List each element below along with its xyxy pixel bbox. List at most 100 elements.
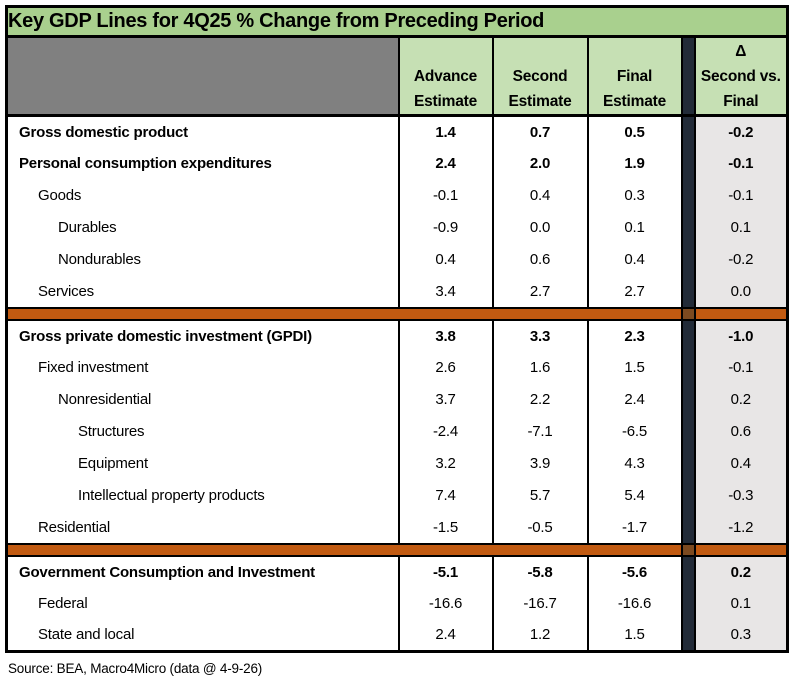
value-cell: -0.9 (397, 211, 494, 244)
value-cell: 1.6 (491, 351, 589, 384)
delta-cell: -0.1 (693, 147, 788, 180)
divider-bar (694, 542, 788, 557)
separator-column-header (680, 35, 696, 117)
row-label: Federal (6, 587, 400, 620)
column-header-delta: Δ Second vs. Final (693, 35, 789, 117)
row-label: Fixed investment (6, 351, 400, 384)
table-row: Intellectual property products 7.4 5.7 5.4-… (6, 479, 788, 512)
separator-column (680, 511, 696, 544)
value-cell: 2.4 (397, 147, 494, 180)
delta-icon: Δ (735, 42, 747, 60)
column-header-line: Estimate (602, 93, 666, 110)
separator-column (680, 115, 696, 148)
value-cell: -1.5 (397, 511, 494, 544)
value-cell: 2.2 (491, 383, 589, 416)
value-cell: 0.6 (491, 243, 589, 276)
table-row: Nondurables 0.4 0.6 0.4 -0.2 (6, 243, 788, 276)
value-cell: -5.8 (491, 555, 589, 588)
table-row: Durables -0.9 0.0 0.1 0.1 (6, 211, 788, 244)
separator-column (680, 179, 696, 212)
delta-cell: 0.2 (693, 383, 788, 416)
value-cell: 2.7 (586, 275, 683, 308)
row-label: Goods (6, 179, 400, 212)
separator-column (680, 211, 696, 244)
table-title: Key GDP Lines for 4Q25 % Change from Pre… (6, 6, 788, 38)
row-label: State and local (6, 619, 400, 652)
row-label: Government Consumption and Investment (6, 555, 400, 588)
row-label: Intellectual property products (6, 479, 400, 512)
value-cell: 0.4 (491, 179, 589, 212)
table-row: Federal -16.6 -16.7 -16.6 0.1 (6, 587, 788, 620)
section-divider (6, 306, 788, 321)
column-header-line: Second vs. (700, 67, 781, 85)
title-row: Key GDP Lines for 4Q25 % Change from Pre… (6, 6, 788, 38)
value-cell: 1.5 (586, 619, 683, 652)
delta-cell: -1.0 (693, 319, 788, 352)
value-cell: -0.5 (491, 511, 589, 544)
row-label: Equipment (6, 447, 400, 480)
separator-column (680, 351, 696, 384)
table-row: Goods -0.1 0.4 0.3 -0.1 (6, 179, 788, 212)
table-row: Structures -2.4 -7.1 -6.5 0.6 (6, 415, 788, 448)
value-cell: 2.4 (397, 619, 494, 652)
table-row: Gross private domestic investment (GPDI)… (6, 319, 788, 352)
separator-column (680, 619, 696, 652)
value-cell: 0.0 (491, 211, 589, 244)
separator-column (680, 383, 696, 416)
value-cell: 5.7 (491, 479, 589, 512)
separator-column (680, 275, 696, 308)
value-cell: 0.5 (586, 115, 683, 148)
row-label: Durables (6, 211, 400, 244)
value-cell: -16.7 (491, 587, 589, 620)
value-cell: 1.2 (491, 619, 589, 652)
value-cell: -2.4 (397, 415, 494, 448)
column-header-line: Estimate (413, 93, 477, 110)
divider-separator (680, 306, 696, 321)
divider-bar (6, 542, 682, 557)
value-cell: 0.3 (586, 179, 683, 212)
source-note: Source: BEA, Macro4Micro (data @ 4-9-26) (8, 661, 263, 676)
separator-column (680, 587, 696, 620)
value-cell: -16.6 (586, 587, 683, 620)
column-header-line: Second (512, 68, 568, 85)
value-cell: 3.9 (491, 447, 589, 480)
value-cell: 3.8 (397, 319, 494, 352)
value-cell: 3.7 (397, 383, 494, 416)
delta-cell: -0.1 (693, 179, 788, 212)
separator-column (680, 479, 696, 512)
table-row: State and local 2.4 1.2 1.5 0.3 (6, 619, 788, 652)
table-row: Fixed investment 2.6 1.6 1.5 -0.1 (6, 351, 788, 384)
delta-cell: 0.2 (693, 555, 788, 588)
value-cell: 2.4 (586, 383, 683, 416)
value-cell: -6.5 (586, 415, 683, 448)
value-cell: 1.4 (397, 115, 494, 148)
column-header-line: Estimate (508, 93, 572, 110)
divider-separator (680, 542, 696, 557)
column-header-line: Final (723, 92, 759, 110)
gdp-table: Key GDP Lines for 4Q25 % Change from Pre… (5, 5, 790, 653)
value-cell: -5.1 (397, 555, 494, 588)
table-row: Services 3.4 2.7 2.7 0.0 (6, 275, 788, 308)
value-cell: 2.0 (491, 147, 589, 180)
column-header-line: Advance (413, 68, 478, 85)
row-label: Services (6, 275, 400, 308)
value-cell: 3.3 (491, 319, 589, 352)
value-cell: 7.4 (397, 479, 494, 512)
value-cell: 1.5 (586, 351, 683, 384)
separator-column (680, 243, 696, 276)
column-header-advance: Advance Estimate (397, 35, 494, 117)
separator-column (680, 415, 696, 448)
row-label: Gross private domestic investment (GPDI) (6, 319, 400, 352)
value-cell: 3.2 (397, 447, 494, 480)
gdp-table-body: Key GDP Lines for 4Q25 % Change from Pre… (5, 6, 789, 652)
delta-cell: 0.6 (693, 415, 788, 448)
column-header-second: Second Estimate (491, 35, 589, 117)
delta-cell: -0.3 (693, 479, 788, 512)
delta-cell: -0.2 (693, 115, 788, 148)
row-label: Gross domestic product (6, 115, 400, 148)
table-row: Gross domestic product 1.4 0.7 0.5 -0.2 (6, 115, 788, 148)
delta-cell: 0.3 (693, 619, 788, 652)
value-cell: 2.3 (586, 319, 683, 352)
section-divider (6, 542, 788, 557)
